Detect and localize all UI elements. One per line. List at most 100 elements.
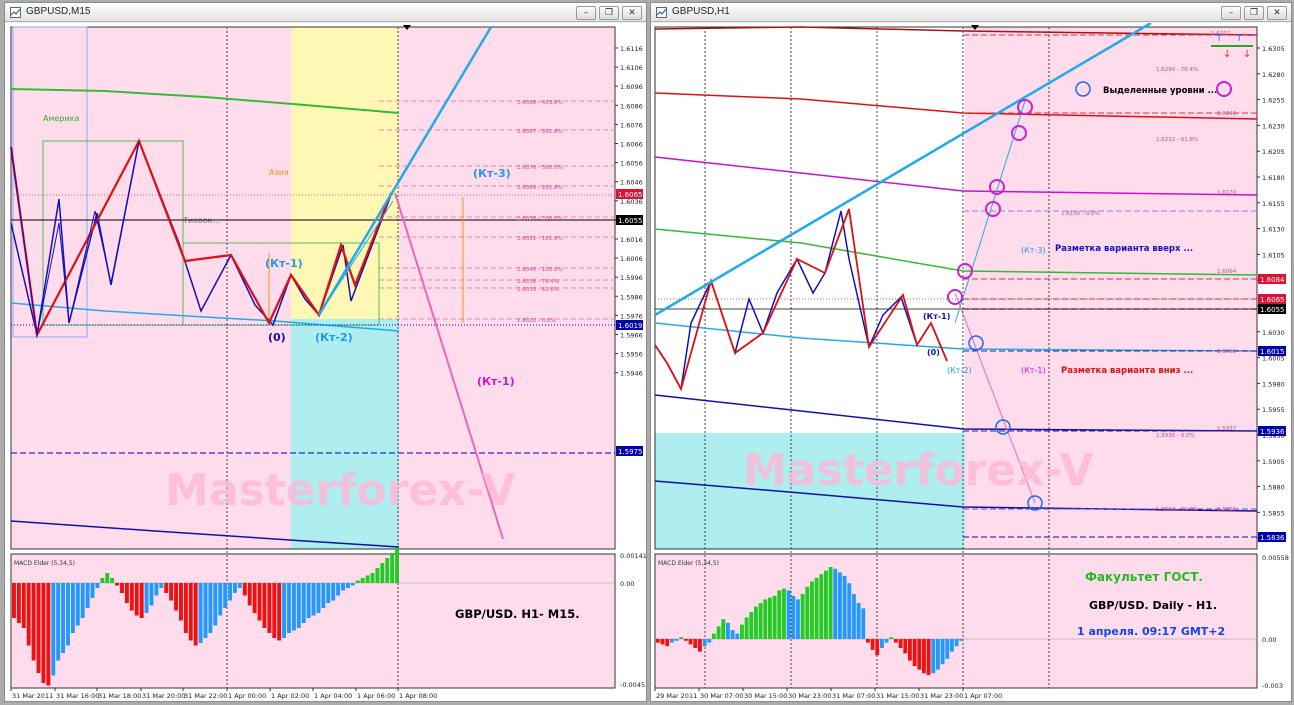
macd-bar bbox=[36, 583, 41, 673]
band-dark-red bbox=[654, 26, 1258, 36]
price-fine bbox=[10, 140, 140, 336]
macd-bar bbox=[665, 639, 670, 647]
macd-bar bbox=[70, 583, 75, 633]
projection-down bbox=[954, 292, 1036, 504]
y-tick-label: 1.6005 bbox=[1262, 355, 1285, 363]
restore-button[interactable]: ❐ bbox=[1244, 6, 1264, 20]
window-titlebar[interactable]: GBPUSD,M15 – ❐ ✕ bbox=[5, 3, 646, 22]
band-green bbox=[654, 228, 1258, 276]
x-tick-label: 31 Mar 2011 bbox=[12, 692, 53, 700]
macd-bar bbox=[660, 639, 665, 645]
macd-bar bbox=[174, 583, 178, 611]
fib-label: 1.6036 - 76.4% bbox=[517, 279, 559, 285]
minimize-button[interactable]: – bbox=[1221, 6, 1241, 20]
y-tick-label: 1.6205 bbox=[1262, 148, 1285, 156]
highlight-circle bbox=[1027, 495, 1043, 511]
macd-bar bbox=[959, 639, 964, 641]
y-tick-label: 1.5956 bbox=[620, 351, 643, 359]
y-tick-label: 1.6116 bbox=[620, 45, 643, 53]
highlight-circle bbox=[947, 289, 963, 305]
y-tick-label: 1.6096 bbox=[620, 83, 643, 91]
macd-bar bbox=[41, 583, 46, 683]
macd-bar bbox=[331, 583, 336, 601]
macd-bar bbox=[326, 583, 331, 603]
america-label: Америка bbox=[43, 114, 80, 123]
macd-bar bbox=[894, 639, 898, 643]
macd-bar bbox=[159, 583, 164, 588]
y-tick-label: 1.5855 bbox=[1262, 509, 1285, 517]
window-titlebar[interactable]: GBPUSD,H1 – ❐ ✕ bbox=[651, 3, 1291, 22]
price-zigzag-red bbox=[654, 208, 948, 392]
macd-bar bbox=[380, 563, 385, 583]
macd-bar bbox=[16, 583, 21, 623]
macd-bar bbox=[810, 581, 814, 639]
macd-bar bbox=[726, 622, 730, 639]
projection-fine bbox=[318, 200, 394, 316]
y-tick-label: 1.6066 bbox=[620, 141, 643, 149]
macd-bar bbox=[721, 619, 726, 639]
macd-bar bbox=[936, 639, 940, 670]
y-tick-label: 1.6305 bbox=[1262, 45, 1285, 53]
macd-bar bbox=[306, 583, 311, 618]
macd-bar bbox=[796, 599, 800, 639]
highlight-circle bbox=[985, 201, 1001, 217]
macd-bar bbox=[144, 583, 149, 613]
annotation-up-variant: Разметка варианта вверх ... bbox=[1055, 244, 1193, 254]
macd-bar bbox=[684, 639, 688, 641]
fib-label: 1.6222 - 61.8% bbox=[1156, 137, 1198, 143]
macd-bar bbox=[838, 572, 842, 639]
caption-faculty: Факультет ГОСТ. bbox=[1085, 570, 1203, 584]
macd-bar bbox=[385, 558, 390, 583]
macd-bar bbox=[716, 626, 721, 639]
fib-label: 1.6150 - 0.0% bbox=[1061, 211, 1100, 217]
x-tick-label: 31 Mar 20:00 bbox=[142, 692, 185, 700]
y-tick-label: 1.6076 bbox=[620, 121, 643, 129]
price-chart[interactable]: 1.6322 1.6290 - 76.4% 1.6246 1.6222 - 61.8%… bbox=[651, 23, 1291, 701]
macd-bar bbox=[786, 590, 791, 639]
x-tick-label: 1 Apr 00:00 bbox=[228, 692, 266, 700]
macd-bar bbox=[712, 633, 716, 639]
macd-bar bbox=[262, 583, 267, 628]
chart-window-m15[interactable]: GBPUSD,M15 – ❐ ✕ Америка Азия Тихоок... 1.6… bbox=[4, 2, 647, 702]
close-button[interactable]: ✕ bbox=[1267, 6, 1287, 20]
minimize-button[interactable]: – bbox=[576, 6, 596, 20]
macd-bar bbox=[908, 639, 912, 661]
macd-bar bbox=[26, 583, 31, 646]
x-tick-label: 30 Mar 07:00 bbox=[700, 692, 743, 700]
price-badge bbox=[616, 446, 643, 456]
wave-label-kt3: (Кт-3) bbox=[473, 167, 511, 180]
macd-bar bbox=[856, 603, 861, 639]
highlight-circle bbox=[968, 335, 984, 351]
y-tick-label: 1.6155 bbox=[1262, 200, 1285, 208]
price-badge-label: 1.5936 bbox=[1260, 428, 1285, 436]
macd-bar bbox=[198, 583, 203, 643]
y-tick-label: 1.5946 bbox=[620, 370, 643, 378]
window-title: GBPUSD,M15 bbox=[26, 6, 91, 17]
fib-label: 1.5937 bbox=[1217, 426, 1237, 432]
macd-bar bbox=[21, 583, 26, 628]
macd-bar bbox=[763, 599, 768, 639]
y-tick-label: 1.5986 bbox=[620, 293, 643, 301]
macd-area bbox=[11, 554, 615, 688]
price-zigzag-red bbox=[9, 138, 393, 339]
down-arrow-icon: ↓ bbox=[1223, 49, 1231, 60]
x-tick-label: 31 Mar 07:00 bbox=[832, 692, 875, 700]
macd-bar bbox=[395, 548, 399, 583]
macd-tick-label: 0.00 bbox=[620, 580, 634, 588]
down-arrow-icon: ↓ bbox=[1243, 49, 1251, 60]
restore-button[interactable]: ❐ bbox=[599, 6, 619, 20]
macd-bar bbox=[169, 583, 174, 601]
price-badge-label: 1.6065 bbox=[1260, 296, 1285, 304]
price-badge-label: 1.5836 bbox=[1260, 534, 1285, 542]
macd-bar bbox=[749, 612, 754, 639]
history-zone bbox=[655, 27, 965, 433]
macd-bar bbox=[213, 583, 218, 626]
macd-bar bbox=[51, 583, 56, 676]
macd-title: MACD Elder (5,34,5) bbox=[658, 560, 719, 567]
macd-bar bbox=[46, 583, 51, 686]
price-badge-label: 1.6015 bbox=[1260, 348, 1285, 356]
macd-bar bbox=[267, 583, 272, 633]
close-button[interactable]: ✕ bbox=[622, 6, 642, 20]
chart-window-h1[interactable]: GBPUSD,H1 – ❐ ✕ 1.6322 1.6290 - 76.4% 1.62… bbox=[650, 2, 1292, 702]
